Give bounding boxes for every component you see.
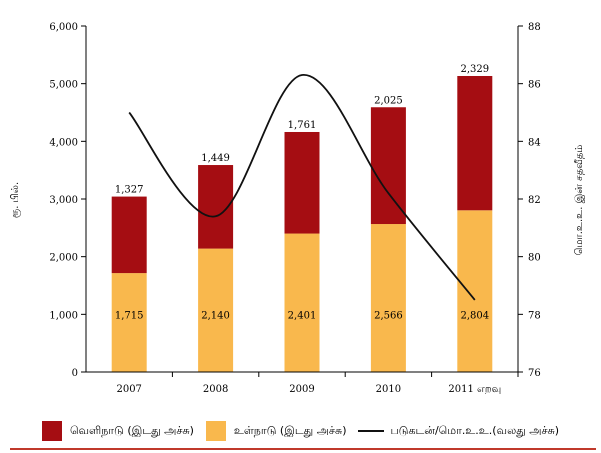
x-tick-label-3: 2010 — [376, 384, 401, 395]
data-label-foreign-2: 1,761 — [288, 120, 317, 131]
bar-foreign-3 — [370, 107, 406, 225]
x-tick-label-0: 2007 — [116, 384, 141, 395]
bar-foreign-2 — [284, 131, 320, 234]
data-label-domestic-0: 1,715 — [115, 310, 144, 321]
data-label-domestic-1: 2,140 — [201, 310, 230, 321]
y-tick-label-5: 5,000 — [49, 80, 78, 91]
y-tick-label-0: 0 — [72, 368, 78, 379]
bar-domestic-0 — [111, 273, 147, 372]
bottom-rule — [10, 448, 596, 450]
y2-tick-label-2: 80 — [528, 253, 541, 264]
y-tick-label-4: 4,000 — [49, 137, 78, 148]
y2-axis-label: மொ.உ.உ. இன் சதவீதம் — [574, 145, 585, 256]
y-tick-label-2: 2,000 — [49, 253, 78, 264]
y2-tick-label-5: 86 — [528, 80, 541, 91]
y2-tick-label-1: 78 — [528, 310, 541, 321]
y-tick-label-6: 6,000 — [49, 22, 78, 33]
y-tick-label-1: 1,000 — [49, 310, 78, 321]
series-line-debt-ratio — [128, 74, 476, 301]
data-label-foreign-4: 2,329 — [460, 64, 489, 75]
legend-label-foreign: வெளிநாடு (இடது அச்சு) — [69, 423, 194, 437]
legend-label-line: படுகடன்/மொ.உ.உ.(வலது அச்சு) — [390, 423, 560, 437]
data-label-foreign-3: 2,025 — [374, 95, 403, 106]
bar-foreign-4 — [457, 75, 493, 211]
legend: வெளிநாடு (இடது அச்சு) உள்நாடு (இடது அச்ச… — [0, 420, 601, 442]
y2-tick-label-3: 82 — [528, 195, 541, 206]
bar-domestic-1 — [198, 248, 234, 372]
y-axis-label: ரூ. பில். — [10, 182, 21, 218]
x-tick-label-4: 2011 எறவு — [448, 384, 501, 395]
y2-tick-label-6: 88 — [528, 22, 541, 33]
bar-domestic-3 — [370, 224, 406, 372]
bar-foreign-0 — [111, 196, 147, 274]
bar-domestic-2 — [284, 233, 320, 372]
labels-group: 1,715 1,327 2007 2,140 1,449 2008 2,401 1,761 20… — [49, 22, 540, 395]
x-tick-label-1: 2008 — [203, 384, 228, 395]
legend-item-line: படுகடன்/மொ.உ.உ.(வலது அச்சு) — [358, 424, 559, 439]
y-tick-label-3: 3,000 — [49, 195, 78, 206]
axes-group — [81, 25, 523, 377]
legend-swatch-line — [358, 430, 385, 432]
data-label-domestic-2: 2,401 — [288, 310, 317, 321]
y2-tick-label-4: 84 — [528, 137, 541, 148]
bar-domestic-4 — [457, 210, 493, 372]
data-label-domestic-3: 2,566 — [374, 310, 403, 321]
legend-label-domestic: உள்நாடு (இடது அச்சு) — [233, 423, 347, 437]
legend-swatch-foreign — [41, 421, 62, 441]
line-group — [128, 74, 476, 301]
y2-tick-label-0: 76 — [528, 368, 541, 379]
data-label-foreign-0: 1,327 — [115, 185, 144, 196]
legend-item-domestic: உள்நாடு (இடது அச்சு) — [205, 421, 347, 441]
data-label-domestic-4: 2,804 — [460, 310, 489, 321]
data-label-foreign-1: 1,449 — [201, 153, 230, 164]
legend-swatch-domestic — [205, 421, 226, 441]
x-tick-label-2: 2009 — [289, 384, 314, 395]
legend-item-foreign: வெளிநாடு (இடது அச்சு) — [41, 421, 194, 441]
bars-group — [111, 75, 493, 372]
